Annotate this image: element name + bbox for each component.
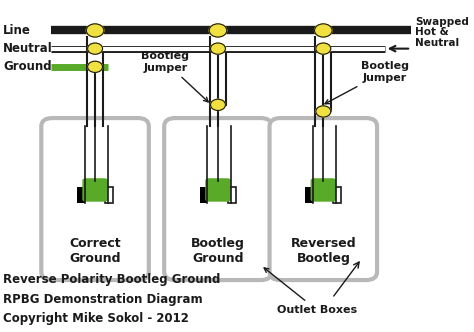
Bar xyxy=(305,188,313,204)
Text: Bootleg
Jumper: Bootleg Jumper xyxy=(325,61,409,104)
Text: Reversed
Bootleg: Reversed Bootleg xyxy=(291,237,356,265)
Circle shape xyxy=(315,24,332,37)
FancyBboxPatch shape xyxy=(82,178,108,202)
Text: Line: Line xyxy=(3,24,31,37)
FancyBboxPatch shape xyxy=(310,178,336,202)
Circle shape xyxy=(88,61,102,72)
Text: Bootleg
Ground: Bootleg Ground xyxy=(191,237,245,265)
Text: Hot &: Hot & xyxy=(416,27,449,37)
Text: Outlet Boxes: Outlet Boxes xyxy=(264,268,357,315)
Text: Correct
Ground: Correct Ground xyxy=(69,237,121,265)
FancyBboxPatch shape xyxy=(270,118,377,280)
Text: Swapped: Swapped xyxy=(416,17,469,27)
Circle shape xyxy=(209,24,227,37)
Circle shape xyxy=(210,43,226,54)
FancyBboxPatch shape xyxy=(41,118,149,280)
Text: Neutral: Neutral xyxy=(3,42,53,55)
Circle shape xyxy=(210,99,226,111)
Bar xyxy=(200,188,208,204)
Bar xyxy=(333,188,341,204)
Bar xyxy=(77,188,84,204)
Circle shape xyxy=(88,43,102,54)
FancyBboxPatch shape xyxy=(164,118,272,280)
Text: Neutral: Neutral xyxy=(416,38,460,48)
Text: Copyright Mike Sokol - 2012: Copyright Mike Sokol - 2012 xyxy=(3,312,189,325)
Text: Ground: Ground xyxy=(3,60,52,73)
Text: Bootleg
Jumper: Bootleg Jumper xyxy=(141,51,208,102)
Bar xyxy=(105,188,113,204)
Circle shape xyxy=(182,159,254,213)
Circle shape xyxy=(316,43,331,54)
Circle shape xyxy=(287,159,359,213)
Bar xyxy=(228,188,236,204)
Circle shape xyxy=(316,106,331,117)
Text: RPBG Demonstration Diagram: RPBG Demonstration Diagram xyxy=(3,292,202,306)
Text: Reverse Polarity Bootleg Ground: Reverse Polarity Bootleg Ground xyxy=(3,274,220,287)
Circle shape xyxy=(86,24,104,37)
Circle shape xyxy=(59,159,131,213)
FancyBboxPatch shape xyxy=(205,178,231,202)
